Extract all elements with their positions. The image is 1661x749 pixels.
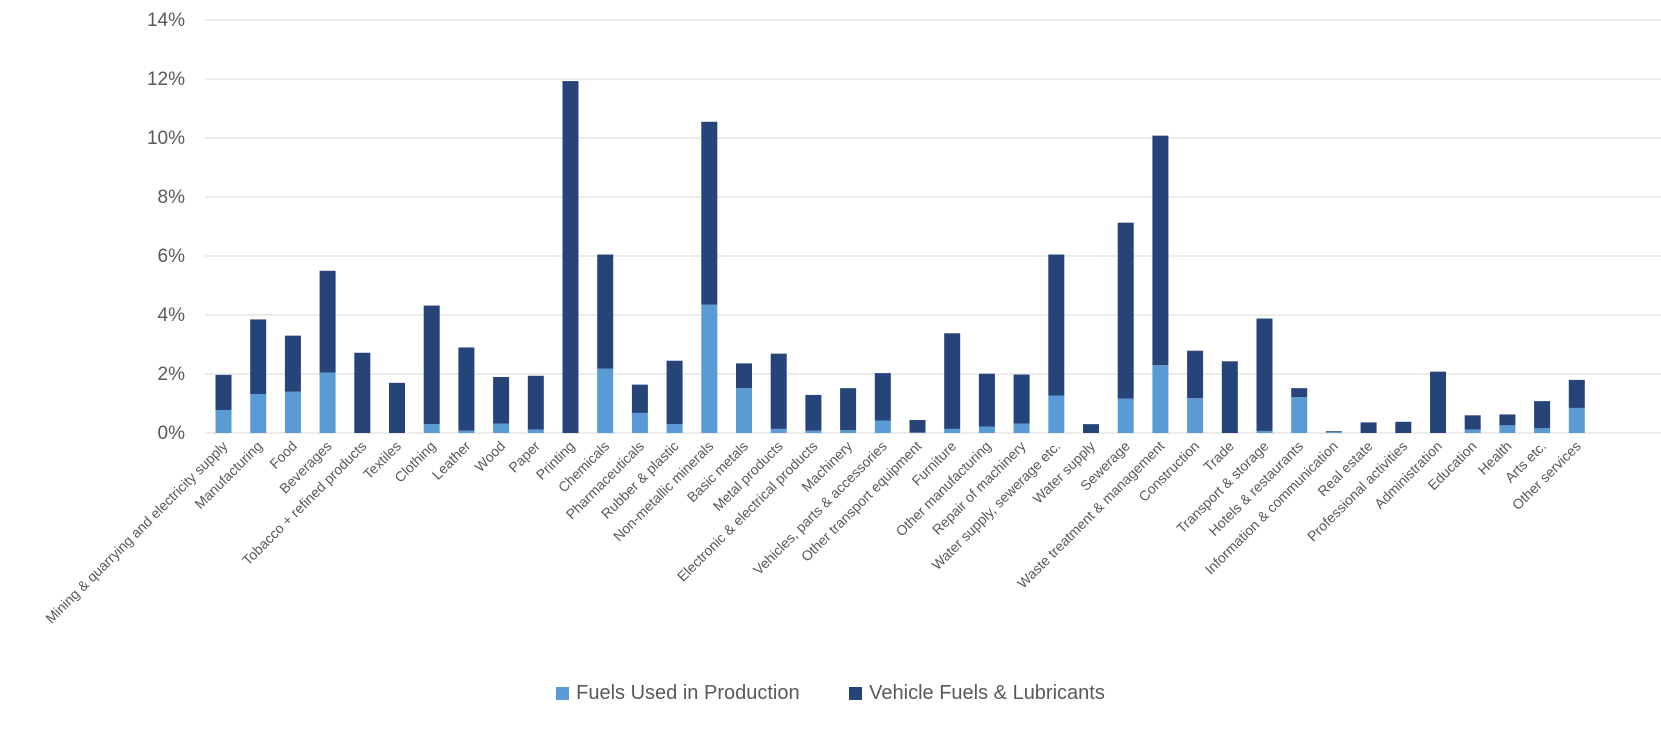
y-tick-label: 8% (158, 187, 186, 208)
bar-vehicle-fuels-lubricants-waste-treatment-management (1152, 135, 1169, 366)
bar-fuels-used-in-production-construction (1187, 398, 1204, 433)
bar-fuels-used-in-production-education (1464, 429, 1481, 433)
bar-fuels-used-in-production-leather (458, 430, 475, 433)
bar-vehicle-fuels-lubricants-basic-metals (736, 363, 752, 389)
bar-fuels-used-in-production-basic-metals (736, 388, 752, 433)
legend-label-fuels-used-in-production: Fuels Used in Production (576, 682, 800, 704)
bar-fuels-used-in-production-electronic-electrical-products (805, 430, 822, 433)
bar-fuels-used-in-production-mining-quarrying-and-electricity-supply (215, 409, 232, 433)
x-category-label: Wood (471, 438, 508, 475)
bar-vehicle-fuels-lubricants-professional-activities (1395, 421, 1412, 433)
bar-fuels-used-in-production-other-services (1568, 407, 1585, 433)
bar-fuels-used-in-production-waste-treatment-management (1152, 365, 1169, 433)
legend-item-vehicle-fuels-lubricants: Vehicle Fuels & Lubricants (849, 682, 1105, 705)
bar-fuels-used-in-production-transport-storage (1256, 430, 1273, 433)
bar-vehicle-fuels-lubricants-furniture (944, 333, 961, 429)
bar-fuels-used-in-production-information-communication (1325, 432, 1342, 433)
bar-fuels-used-in-production-other-manufacturing (978, 426, 995, 433)
bar-vehicle-fuels-lubricants-chemicals (597, 254, 614, 369)
bar-vehicle-fuels-lubricants-other-manufacturing (978, 373, 995, 427)
bar-vehicle-fuels-lubricants-beverages (319, 270, 336, 373)
x-category-label: Leather (429, 438, 474, 483)
bars (215, 81, 1585, 433)
bar-vehicle-fuels-lubricants-mining-quarrying-and-electricity-supply (215, 374, 232, 410)
bar-vehicle-fuels-lubricants-arts-etc (1534, 401, 1551, 429)
bar-fuels-used-in-production-manufacturing (250, 394, 267, 433)
y-tick-label: 0% (158, 423, 186, 444)
bar-fuels-used-in-production-clothing (423, 424, 440, 433)
bar-vehicle-fuels-lubricants-leather (458, 347, 475, 431)
bar-vehicle-fuels-lubricants-education (1464, 415, 1481, 430)
bar-vehicle-fuels-lubricants-non-metallic-minerals (701, 121, 718, 305)
bar-vehicle-fuels-lubricants-other-transport-equipment (909, 420, 926, 433)
bar-vehicle-fuels-lubricants-health (1499, 414, 1516, 426)
y-tick-label: 2% (158, 364, 186, 385)
bar-vehicle-fuels-lubricants-water-supply (1083, 424, 1099, 433)
bar-vehicle-fuels-lubricants-rubber-plastic (666, 360, 683, 425)
bar-vehicle-fuels-lubricants-construction (1187, 350, 1204, 399)
bar-fuels-used-in-production-chemicals (597, 368, 614, 433)
legend-label-vehicle-fuels-lubricants: Vehicle Fuels & Lubricants (869, 682, 1105, 704)
bar-vehicle-fuels-lubricants-repair-of-machinery (1013, 374, 1030, 424)
bar-vehicle-fuels-lubricants-manufacturing (250, 319, 267, 395)
bar-fuels-used-in-production-vehicles-parts-accessories (874, 420, 891, 433)
stacked-bar-chart: 0% 2% 4% 6% 8% 10% 12% 14% Mining & quarrying a… (42, 10, 1661, 627)
legend-swatch-fuels-used-in-production (556, 687, 570, 700)
bar-fuels-used-in-production-metal-products (770, 428, 787, 433)
bar-vehicle-fuels-lubricants-pharmaceuticals (631, 384, 648, 413)
bar-fuels-used-in-production-health (1499, 425, 1516, 433)
bar-vehicle-fuels-lubricants-printing (562, 81, 579, 433)
y-tick-label: 12% (147, 69, 185, 90)
bar-vehicle-fuels-lubricants-information-communication (1325, 431, 1342, 433)
x-axis-category-labels: Mining & quarrying and electricity suppl… (42, 438, 1584, 627)
legend-swatch-vehicle-fuels-lubricants (849, 687, 863, 700)
bar-fuels-used-in-production-water-supply-sewerage-etc (1048, 395, 1065, 433)
bar-vehicle-fuels-lubricants-wood (493, 376, 510, 424)
bar-vehicle-fuels-lubricants-food (284, 335, 301, 392)
bar-fuels-used-in-production-arts-etc (1534, 428, 1551, 433)
bar-vehicle-fuels-lubricants-real-estate (1360, 422, 1377, 433)
bar-fuels-used-in-production-sewerage (1117, 398, 1134, 433)
y-tick-label: 14% (147, 10, 185, 31)
y-tick-label: 10% (147, 128, 185, 149)
bar-vehicle-fuels-lubricants-paper (527, 375, 544, 430)
bar-fuels-used-in-production-wood (493, 423, 510, 433)
bar-vehicle-fuels-lubricants-metal-products (770, 353, 787, 429)
bar-fuels-used-in-production-furniture (944, 428, 961, 433)
bar-fuels-used-in-production-machinery (840, 430, 857, 433)
bar-vehicle-fuels-lubricants-other-services (1568, 379, 1585, 408)
bar-vehicle-fuels-lubricants-clothing (423, 305, 440, 425)
bar-vehicle-fuels-lubricants-administration (1430, 371, 1446, 433)
bar-vehicle-fuels-lubricants-water-supply-sewerage-etc (1048, 254, 1065, 396)
legend: Fuels Used in Production Vehicle Fuels &… (0, 682, 1661, 706)
bar-fuels-used-in-production-rubber-plastic (666, 424, 683, 433)
bar-vehicle-fuels-lubricants-sewerage (1117, 222, 1134, 399)
bar-fuels-used-in-production-repair-of-machinery (1013, 423, 1030, 433)
bar-fuels-used-in-production-food (284, 391, 301, 433)
bar-vehicle-fuels-lubricants-machinery (840, 388, 857, 431)
y-tick-label: 6% (158, 246, 186, 267)
bar-fuels-used-in-production-other-transport-equipment (909, 432, 926, 433)
bar-vehicle-fuels-lubricants-trade (1221, 361, 1238, 433)
bar-vehicle-fuels-lubricants-vehicles-parts-accessories (874, 373, 891, 421)
bar-fuels-used-in-production-non-metallic-minerals (701, 304, 718, 433)
bar-fuels-used-in-production-beverages (319, 372, 336, 433)
bar-vehicle-fuels-lubricants-electronic-electrical-products (805, 394, 822, 431)
legend-item-fuels-used-in-production: Fuels Used in Production (556, 682, 800, 705)
bar-vehicle-fuels-lubricants-textiles (389, 382, 405, 433)
bar-fuels-used-in-production-paper (527, 429, 544, 433)
bar-vehicle-fuels-lubricants-tobacco-refined-products (354, 352, 371, 433)
gridlines (205, 19, 1661, 434)
bar-fuels-used-in-production-pharmaceuticals (631, 412, 648, 433)
y-axis-tick-labels: 0% 2% 4% 6% 8% 10% 12% 14% (147, 10, 185, 444)
x-category-label: Mining & quarrying and electricity suppl… (42, 438, 230, 626)
bar-fuels-used-in-production-hotels-restaurants (1291, 397, 1308, 433)
y-tick-label: 4% (158, 305, 186, 326)
bar-vehicle-fuels-lubricants-transport-storage (1256, 318, 1273, 431)
bar-vehicle-fuels-lubricants-hotels-restaurants (1291, 388, 1308, 398)
